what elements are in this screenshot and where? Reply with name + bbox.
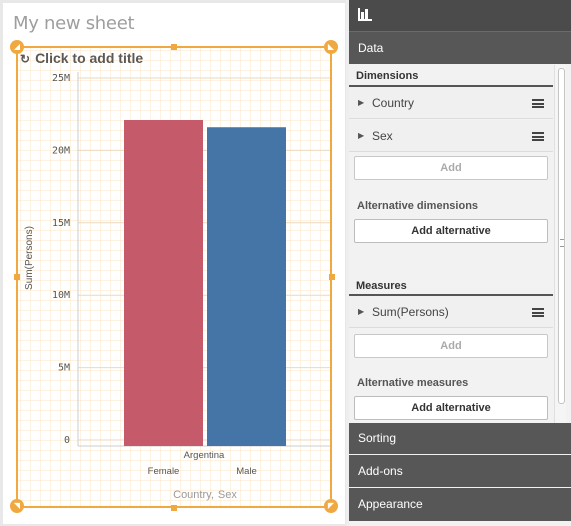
chart-selection-frame[interactable] — [16, 46, 332, 508]
dimensions-header: Dimensions — [356, 70, 419, 82]
dimension-item-sex[interactable]: ▶ Sex — [349, 120, 553, 152]
measures-header: Measures — [356, 280, 407, 292]
x-tick-labels: Female Male — [148, 466, 257, 477]
add-measure-button[interactable]: Add — [354, 334, 548, 358]
x-tick-label: Male — [236, 466, 257, 477]
drag-menu-icon[interactable] — [532, 132, 544, 141]
dimension-label: Country — [372, 96, 415, 110]
x-tick-label: Female — [148, 466, 180, 477]
expand-triangle-icon[interactable]: ▶ — [358, 98, 365, 107]
resize-handle-bottom-right-icon[interactable]: ◤ — [324, 499, 338, 513]
sheet-area: My new sheet 0 5M 10M 15M 20M 25M Female Male … — [0, 0, 346, 526]
expand-triangle-icon[interactable]: ▶ — [358, 307, 365, 316]
dimension-item-country[interactable]: ▶ Country — [349, 87, 553, 119]
resize-handle-top-right-icon[interactable]: ◣ — [324, 40, 338, 54]
chart-title-text[interactable]: Click to add title — [35, 50, 144, 66]
y-tick-label: 20M — [52, 145, 70, 156]
y-tick-label: 0 — [64, 435, 70, 446]
measure-item-sum-persons[interactable]: ▶ Sum(Persons) — [349, 296, 553, 328]
expand-triangle-icon[interactable]: ▶ — [358, 131, 365, 140]
y-tick-label: 5M — [58, 363, 70, 374]
refresh-icon: ↻ — [20, 52, 31, 66]
alternative-measures-header: Alternative measures — [357, 377, 469, 389]
y-tick-label: 15M — [52, 218, 70, 229]
resize-handle-top[interactable] — [171, 44, 177, 50]
measures-rule — [349, 294, 553, 296]
x-axis-title-left: Country — [173, 489, 212, 501]
drag-menu-icon[interactable] — [532, 308, 544, 317]
appearance-section[interactable]: Appearance — [349, 488, 571, 521]
measure-label: Sum(Persons) — [372, 305, 449, 319]
sorting-section[interactable]: Sorting — [349, 423, 571, 454]
x-axis-title-sep: , — [211, 489, 214, 501]
resize-handle-bottom-left-icon[interactable]: ◥ — [10, 499, 24, 513]
x-axis-title-right: Sex — [218, 489, 237, 501]
x-group-label: Argentina — [184, 450, 225, 461]
panel-topbar — [349, 0, 571, 31]
addons-section[interactable]: Add-ons — [349, 455, 571, 487]
dimensions-rule — [349, 85, 553, 87]
chart-bars — [124, 119, 286, 447]
alternative-dimensions-header: Alternative dimensions — [357, 200, 479, 212]
x-axis-title: Country, Sex — [173, 489, 237, 501]
y-tick-label: 25M — [52, 73, 70, 84]
resize-handle-bottom[interactable] — [171, 505, 177, 511]
bar-chart-icon[interactable] — [358, 8, 372, 21]
sheet-title[interactable]: My new sheet — [13, 13, 135, 34]
add-dimension-button[interactable]: Add — [354, 156, 548, 180]
resize-handle-right[interactable] — [329, 274, 335, 280]
data-section-body: Dimensions ▶ Country ▶ Sex Add Alternati… — [349, 65, 571, 425]
resize-handle-top-left-icon[interactable]: ◢ — [10, 40, 24, 54]
scrollbar-thumb[interactable] — [558, 68, 565, 404]
y-tick-label: 10M — [52, 290, 70, 301]
chart-title[interactable]: ↻ Click to add title — [20, 50, 143, 66]
add-alternative-dimension-button[interactable]: Add alternative — [354, 219, 548, 243]
bar-male[interactable] — [207, 127, 286, 447]
scrollbar-grip-icon — [560, 239, 564, 247]
data-section-header[interactable]: Data — [349, 31, 571, 64]
resize-handle-left[interactable] — [14, 274, 20, 280]
panel-scrollbar[interactable] — [554, 65, 566, 425]
add-alternative-measure-button[interactable]: Add alternative — [354, 396, 548, 420]
chart-gridlines — [78, 77, 330, 441]
y-axis-title: Sum(Persons) — [24, 226, 35, 290]
properties-panel: Data Dimensions ▶ Country ▶ Sex Add Alte… — [349, 0, 571, 526]
y-tick-labels: 0 5M 10M 15M 20M 25M — [52, 73, 70, 446]
dimension-label: Sex — [372, 129, 393, 143]
bar-female[interactable] — [124, 119, 203, 446]
drag-menu-icon[interactable] — [532, 99, 544, 108]
